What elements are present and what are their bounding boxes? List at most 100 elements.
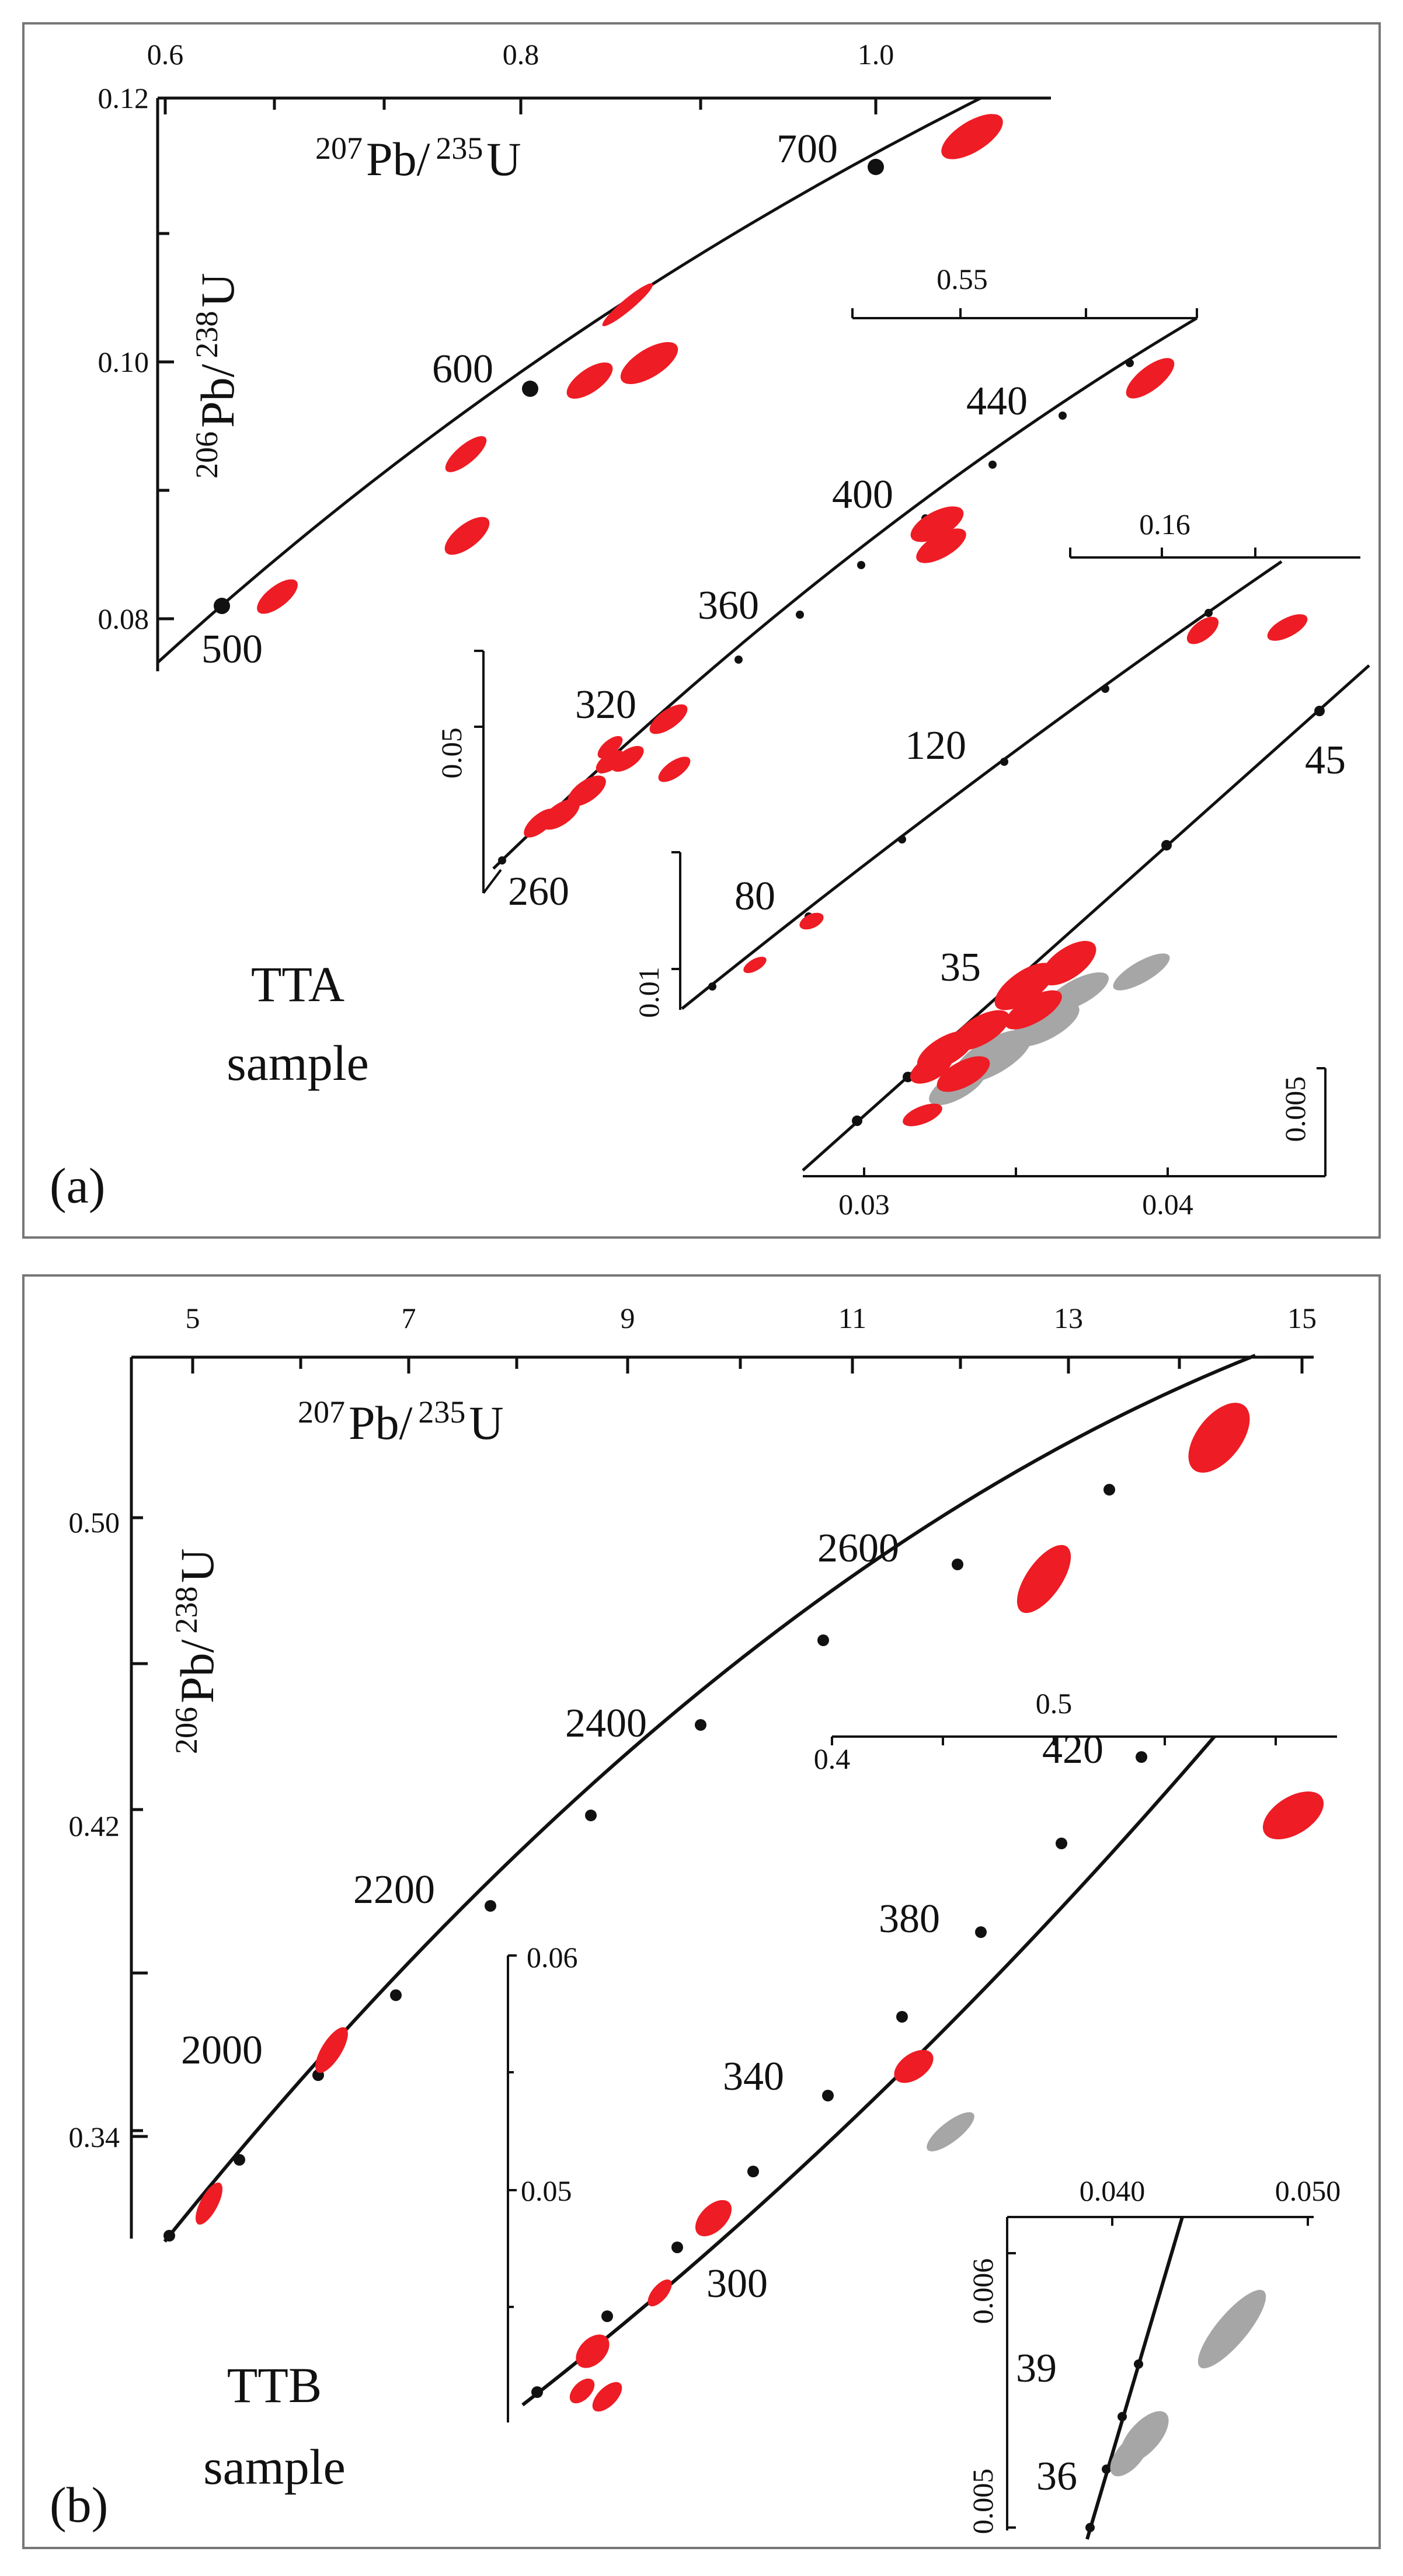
panel-b-concordia-curve — [163, 1354, 1256, 2243]
age-marker — [1000, 758, 1008, 766]
age-marker — [1056, 1838, 1067, 1849]
data-ellipse — [1197, 2289, 1266, 2369]
data-ellipse — [597, 735, 623, 759]
panel-b-inset1-y-tick: 0.05 — [521, 2174, 572, 2207]
panel-b-inset1-age-markers — [531, 1751, 1147, 2398]
panel-b-inset1-x-tick: 0.5 — [1036, 1687, 1073, 1720]
data-ellipse — [1188, 1403, 1250, 1473]
data-ellipse — [1046, 972, 1109, 1013]
age-marker — [1126, 359, 1134, 367]
age-label-440: 440 — [966, 379, 1028, 424]
age-marker — [822, 2090, 834, 2101]
age-marker — [695, 1719, 706, 1731]
panel-a-inset3-axes — [803, 1067, 1327, 1177]
age-label-320: 320 — [575, 682, 636, 727]
panel-a-main-ellipses — [257, 114, 1003, 614]
panel-b-main-ellipses — [196, 1403, 1250, 2225]
panel-b-main-x-tick-labels: 5 7 9 11 13 15 — [186, 1302, 1317, 1334]
age-marker — [1103, 1484, 1115, 1496]
age-marker — [1085, 2523, 1095, 2532]
data-ellipse — [910, 1052, 953, 1084]
age-marker — [531, 2386, 543, 2398]
age-label-700: 700 — [777, 127, 838, 172]
age-label-2000: 2000 — [181, 2028, 263, 2073]
data-ellipse — [695, 2199, 732, 2237]
age-marker — [601, 2310, 613, 2322]
age-marker — [1134, 2359, 1143, 2369]
data-ellipse — [592, 2382, 622, 2412]
tick-label: 0.34 — [69, 2121, 120, 2153]
panel-b-y-axis-label: 206Pb/238U — [169, 1548, 224, 1754]
age-label-35: 35 — [940, 945, 981, 990]
panel-a-inset1-y-tick: 0.05 — [435, 727, 468, 779]
age-marker — [1136, 1751, 1147, 1763]
panel-b-main-y-tick-labels: 0.50 0.42 0.34 — [69, 1506, 120, 2153]
panel-a-sample-label-line2: sample — [227, 1035, 369, 1091]
age-marker — [498, 856, 506, 865]
data-ellipse — [444, 517, 490, 555]
age-marker — [485, 1900, 496, 1912]
panel-b-sample-label-line2: sample — [203, 2439, 346, 2495]
panel-b-inset1-x-tick: 0.4 — [814, 1742, 851, 1775]
panel-b-inset2-gray-ellipses — [1110, 2289, 1266, 2477]
panel-b-inset2-y-tick: 0.006 — [966, 2258, 999, 2324]
age-marker — [1059, 412, 1067, 420]
panel-a-inset2-age-markers — [708, 609, 1213, 991]
age-label-380: 380 — [879, 1897, 940, 1941]
panel-b-inset1-gray-ellipse — [927, 2112, 974, 2152]
panel-b-inset2-axes — [1006, 2216, 1314, 2530]
data-ellipse — [566, 362, 613, 399]
data-ellipse — [620, 342, 678, 384]
age-marker — [522, 381, 538, 397]
panel-b-label: (b) — [50, 2477, 108, 2533]
age-label-260: 260 — [508, 869, 569, 914]
age-marker — [734, 656, 743, 664]
panel-a-inset3-x-tick: 0.04 — [1142, 1188, 1193, 1221]
data-ellipse — [576, 2334, 610, 2368]
age-label-400: 400 — [832, 472, 893, 517]
panel-a-inset3-concordia-line — [802, 664, 1370, 1172]
panel-b-main-axes — [130, 1355, 1314, 2239]
age-marker — [1204, 609, 1213, 617]
age-marker — [708, 982, 716, 991]
age-marker — [671, 2242, 683, 2253]
data-ellipse — [1113, 953, 1170, 991]
data-ellipse — [315, 2027, 348, 2073]
data-ellipse — [568, 775, 606, 807]
data-ellipse — [541, 799, 580, 830]
panel-a-inset3-x-tick: 0.03 — [838, 1188, 890, 1221]
age-label-500: 500 — [201, 627, 263, 672]
age-marker — [868, 159, 884, 175]
tick-label: 15 — [1287, 1302, 1317, 1334]
age-marker — [898, 835, 906, 843]
age-marker — [214, 598, 230, 614]
data-ellipse — [1005, 990, 1062, 1030]
age-label-39: 39 — [1016, 2346, 1057, 2391]
age-label-120: 120 — [905, 723, 966, 768]
age-marker — [1117, 2412, 1127, 2421]
age-marker — [975, 1926, 987, 1938]
age-label-420: 420 — [1042, 1727, 1103, 1772]
panel-a-inset1-x-tick: 0.55 — [937, 263, 988, 295]
panel-a-inset2-y-tick: 0.01 — [632, 967, 665, 1018]
data-ellipse — [602, 283, 653, 326]
age-marker — [796, 611, 804, 619]
age-label-45: 45 — [1305, 738, 1346, 783]
age-marker — [1314, 706, 1325, 716]
data-ellipse — [445, 436, 487, 472]
data-ellipse — [743, 957, 767, 973]
panel-b-inset1-axes — [507, 1735, 1337, 2422]
data-ellipse — [1040, 940, 1096, 986]
age-label-2400: 2400 — [565, 1701, 647, 1746]
data-ellipse — [799, 912, 824, 930]
tick-label: 0.50 — [69, 1506, 120, 1539]
age-marker — [896, 2011, 908, 2023]
data-ellipse — [196, 2182, 222, 2225]
data-ellipse — [1110, 2432, 1150, 2477]
age-label-36: 36 — [1036, 2454, 1077, 2499]
data-ellipse — [611, 745, 644, 772]
panel-b-inset2-x-tick: 0.050 — [1275, 2174, 1341, 2207]
age-label-300: 300 — [706, 2261, 768, 2306]
panel-b-inset2-x-tick: 0.040 — [1080, 2174, 1146, 2207]
